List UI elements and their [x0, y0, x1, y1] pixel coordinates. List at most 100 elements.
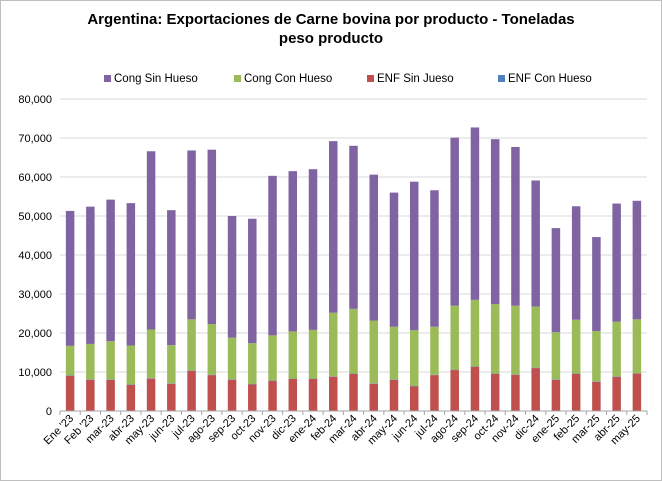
y-tick-label: 30,000 [18, 289, 52, 301]
bar-segment [329, 312, 338, 377]
bar-segment [430, 326, 439, 375]
bar-segment [187, 370, 196, 411]
bar-segment [450, 305, 459, 370]
bar-segment [592, 381, 601, 411]
bar-segment [288, 171, 298, 332]
bar-segment [146, 378, 156, 411]
bar-segment [349, 145, 358, 309]
bar-segment [470, 127, 480, 300]
bar-segment [126, 384, 136, 411]
bar-segment [65, 375, 75, 411]
y-tick-label: 20,000 [18, 328, 52, 340]
bar-segment [571, 206, 581, 320]
bar-segment [227, 379, 237, 411]
bar-segment [430, 375, 439, 411]
y-tick-label: 60,000 [18, 172, 52, 184]
bar-segment [592, 331, 601, 382]
bar-segment [551, 228, 561, 333]
y-tick-label: 0 [46, 406, 52, 418]
bar-segment [450, 370, 459, 411]
bar-segment [146, 151, 156, 330]
bar-segment [612, 376, 621, 411]
bar-segment [248, 343, 257, 385]
bar-segment [167, 210, 176, 346]
bar-segment [268, 335, 277, 381]
bar-segment [167, 345, 176, 384]
chart-title: Argentina: Exportaciones de Carne bovina… [0, 10, 662, 48]
bar-segment [65, 210, 75, 346]
y-tick-label: 70,000 [18, 133, 52, 145]
bar-segment [369, 320, 378, 384]
bar-segment [308, 329, 318, 379]
bar-segment [106, 341, 115, 380]
y-tick-label: 10,000 [18, 367, 52, 379]
bar-segment [187, 150, 196, 320]
y-tick-label: 80,000 [18, 94, 52, 106]
bar-segment [409, 181, 419, 331]
bar-segment [86, 206, 95, 344]
bar-segment [329, 376, 338, 411]
bar-segment [490, 304, 500, 374]
bar-segment [126, 345, 136, 385]
bar-segment [227, 216, 237, 338]
bar-segment [389, 379, 399, 411]
chart-title-line-2: peso producto [278, 30, 384, 47]
bar-segment [632, 373, 642, 411]
legend-swatch [498, 75, 505, 82]
legend-swatch [104, 75, 111, 82]
bar-segment [146, 329, 156, 379]
bar-segment [551, 332, 561, 380]
legend-label: ENF Con Hueso [508, 73, 592, 85]
bar-segment [207, 149, 217, 325]
bar-segment [369, 383, 378, 411]
bar-segment [511, 374, 520, 411]
bar-segment [308, 379, 318, 411]
bar-segment [571, 373, 581, 411]
legend-label: ENF Sin Jueso [377, 73, 454, 85]
bar-segment [531, 180, 540, 307]
bar-segment [409, 330, 419, 387]
bar-segment [86, 343, 95, 380]
bar-segment [409, 386, 419, 411]
bar-segment [389, 192, 399, 327]
bar-segment [612, 203, 621, 322]
bar-segment [632, 319, 642, 374]
bar-segment [106, 379, 115, 411]
bar-segment [551, 379, 561, 411]
bar-segment [632, 200, 642, 320]
bar-segment [268, 380, 277, 411]
bar-segment [126, 203, 136, 346]
bar-segment [450, 137, 459, 306]
bar-segment [106, 199, 115, 342]
bar-segment [511, 146, 520, 306]
bar-segment [167, 383, 176, 411]
bar-segment [389, 326, 399, 380]
legend-swatch [234, 75, 241, 82]
y-tick-label: 50,000 [18, 211, 52, 223]
bar-segment [65, 345, 75, 376]
bar-segment [248, 384, 257, 411]
bar-segment [511, 305, 520, 375]
bar-segment [349, 373, 358, 411]
chart-title-line-1: Argentina: Exportaciones de Carne bovina… [87, 11, 575, 28]
bar-segment [571, 319, 581, 374]
bar-segment [592, 237, 601, 332]
bar-segment [187, 319, 196, 371]
bar-segment [369, 174, 378, 321]
bar-segment [308, 169, 318, 330]
y-tick-label: 40,000 [18, 250, 52, 262]
bar-segment [207, 324, 217, 375]
bar-segment [349, 308, 358, 374]
legend-label: Cong Sin Hueso [114, 73, 198, 85]
bar-segment [490, 139, 500, 305]
legend-label: Cong Con Hueso [244, 73, 332, 85]
bar-segment [470, 366, 480, 411]
legend-swatch [367, 75, 374, 82]
bar-segment [470, 299, 480, 367]
bar-segment [531, 306, 540, 368]
bar-segment [430, 190, 439, 327]
bar-segment [531, 368, 540, 411]
bar-segment [227, 337, 237, 380]
bar-segment [490, 373, 500, 411]
